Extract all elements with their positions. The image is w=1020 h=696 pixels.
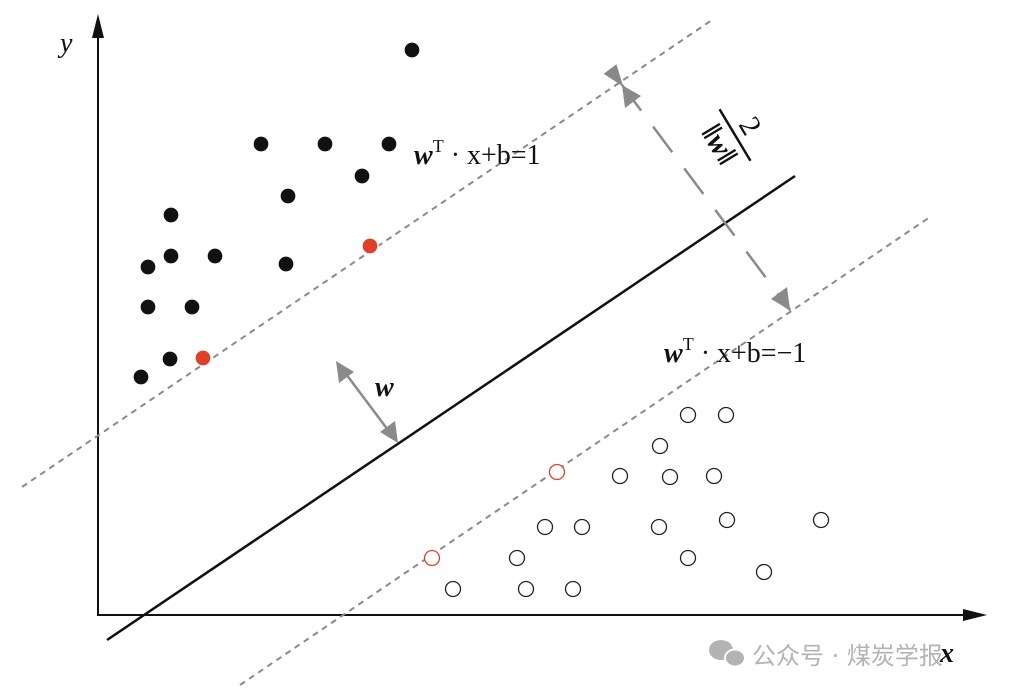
transpose-symbol: T	[433, 136, 444, 156]
negative-support-vector	[548, 463, 566, 481]
watermark-text: 公众号 · 煤炭学报	[752, 642, 943, 670]
positive-point	[403, 41, 421, 59]
lower-margin-equation: wT · x+b=−1	[664, 334, 806, 369]
positive-point	[161, 350, 179, 368]
transpose-symbol: T	[683, 334, 694, 354]
positive-point	[353, 167, 371, 185]
positive-point	[162, 247, 180, 265]
negative-point	[517, 580, 535, 598]
negative-point	[717, 406, 735, 424]
negative-point	[650, 518, 668, 536]
positive-point	[162, 206, 180, 224]
positive-point	[279, 187, 297, 205]
positive-point	[206, 247, 224, 265]
y-axis-arrow-icon	[92, 14, 104, 38]
equation-rest: · x+b=1	[444, 140, 541, 171]
y-axis-label: y	[57, 28, 73, 59]
lower-margin-line	[239, 216, 931, 686]
upper-margin-equation: wT · x+b=1	[414, 136, 541, 171]
negative-support-vector	[423, 549, 441, 567]
positive-point	[139, 258, 157, 276]
normal-arrow-head-up	[336, 361, 354, 383]
normal-vector-label: w	[375, 372, 394, 403]
margin-arrow	[603, 64, 792, 312]
negative-point	[444, 580, 462, 598]
positive-support-vector	[194, 349, 212, 367]
x-axis-arrow-icon	[963, 609, 987, 621]
fraction-numerator: 2	[732, 111, 768, 141]
fraction-bar	[718, 108, 752, 162]
positive-point	[380, 135, 398, 153]
negative-point	[536, 518, 554, 536]
margin-arrow-head-up	[622, 85, 641, 108]
positive-point	[277, 255, 295, 273]
normal-arrow-head-down	[380, 421, 398, 443]
w-symbol: w	[414, 140, 433, 171]
positive-point	[139, 298, 157, 316]
margin-width-fraction: 2 ‖w‖	[695, 108, 768, 170]
w-symbol: w	[664, 338, 683, 369]
negative-point	[755, 563, 773, 581]
negative-point	[651, 437, 669, 455]
positive-point	[252, 135, 270, 153]
negative-point	[573, 518, 591, 536]
negative-point	[611, 467, 629, 485]
negative-point	[812, 511, 830, 529]
upper-margin-line	[21, 19, 713, 488]
positive-point	[132, 368, 150, 386]
negative-point	[679, 549, 697, 567]
margin-arrow-head-down	[771, 287, 790, 310]
negative-point	[508, 549, 526, 567]
x-axis-label: x	[939, 638, 954, 669]
negative-point	[564, 580, 582, 598]
negative-point	[705, 467, 723, 485]
positive-point	[316, 135, 334, 153]
negative-point	[661, 468, 679, 486]
wechat-icon	[709, 640, 746, 668]
positive-support-vector	[361, 237, 379, 255]
negative-point	[718, 511, 736, 529]
normal-vector-arrow	[339, 365, 395, 439]
positive-point	[183, 298, 201, 316]
equation-rest: · x+b=−1	[694, 338, 807, 369]
negative-point	[679, 406, 697, 424]
